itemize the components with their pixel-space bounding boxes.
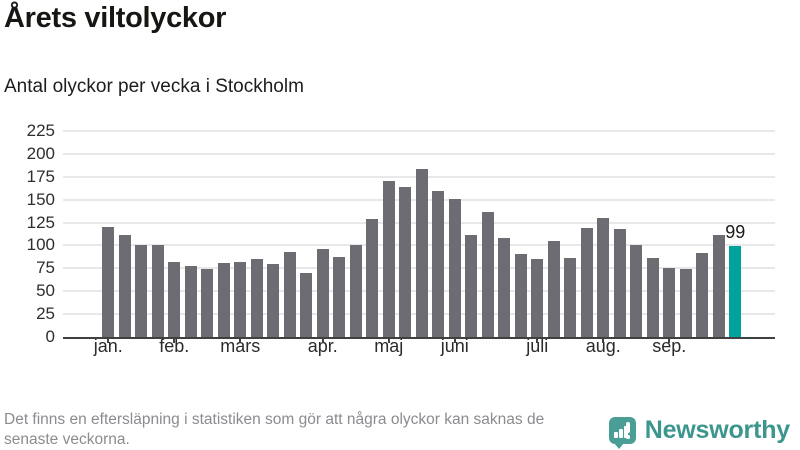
exclamation-icon xyxy=(626,421,630,433)
x-axis-tick xyxy=(602,337,605,343)
bar-chart-icon xyxy=(624,425,628,438)
x-axis-tick xyxy=(668,337,671,343)
bar xyxy=(135,245,148,337)
bar xyxy=(448,198,461,337)
bar xyxy=(415,169,428,337)
x-axis-month-label: sep. xyxy=(652,336,687,356)
highlight-bar xyxy=(729,246,742,337)
bar xyxy=(432,190,445,337)
bar xyxy=(300,272,313,337)
bar xyxy=(564,258,577,337)
page-title: Årets viltolyckor xyxy=(4,2,227,34)
bar xyxy=(580,228,593,337)
bar xyxy=(481,211,494,337)
bar xyxy=(382,181,395,337)
bar xyxy=(316,249,329,337)
bar xyxy=(333,257,346,337)
x-axis-month-label: maj xyxy=(374,336,404,356)
page-subtitle: Antal olyckor per vecka i Stockholm xyxy=(4,76,304,97)
plot-area: 99 xyxy=(63,130,775,343)
bar xyxy=(712,235,725,337)
x-axis-month-label: jan. xyxy=(93,336,123,356)
x-axis-tick xyxy=(321,337,324,343)
bar xyxy=(168,261,181,337)
bar xyxy=(646,258,659,337)
y-axis-label: 100 xyxy=(26,235,55,255)
bar xyxy=(234,261,247,337)
y-axis-label: 0 xyxy=(45,327,55,346)
bar xyxy=(399,186,412,337)
bar xyxy=(630,245,643,337)
bar xyxy=(514,253,527,337)
gridline xyxy=(63,130,775,132)
gridline xyxy=(63,152,775,155)
y-axis-label: 75 xyxy=(36,258,55,278)
y-axis-label: 225 xyxy=(26,121,55,140)
x-axis-month-label: aug. xyxy=(585,336,621,356)
bar xyxy=(498,238,511,337)
y-axis-label: 50 xyxy=(36,281,55,301)
bar xyxy=(597,217,610,337)
footer-note: Det finns en eftersläpning i statistiken… xyxy=(4,410,544,450)
bar xyxy=(613,228,626,337)
bar-value-label: 99 xyxy=(725,222,746,243)
bar-chart: 99 0 25 50 75 100 125 150 175 200 225 jan. feb. mars… xyxy=(0,120,800,400)
x-axis-tick xyxy=(453,337,456,343)
bar xyxy=(217,262,230,337)
y-axis-label: 25 xyxy=(36,304,55,324)
bar xyxy=(118,235,131,337)
brand-name: Newsworthy xyxy=(644,415,790,444)
bar xyxy=(184,265,197,337)
x-axis-tick xyxy=(107,337,110,343)
footer-note-line1: Det finns en eftersläpning i statistiken… xyxy=(4,411,545,428)
bar xyxy=(663,268,676,337)
bar xyxy=(679,269,692,337)
x-axis-month-label: juli xyxy=(526,336,549,356)
bar xyxy=(151,245,164,337)
footer-note-line2: senaste veckorna. xyxy=(4,431,130,449)
bar xyxy=(696,252,709,337)
bar xyxy=(531,259,544,337)
bar xyxy=(250,259,263,337)
newsworthy-logo-icon xyxy=(608,416,636,449)
x-axis-month-label: juni xyxy=(440,336,469,356)
y-axis-label: 125 xyxy=(26,212,55,232)
exclamation-icon xyxy=(626,435,630,439)
x-axis-line xyxy=(63,336,775,339)
x-axis-tick xyxy=(387,337,390,343)
speech-bubble-tail-icon xyxy=(613,442,624,449)
bar-chart-icon xyxy=(619,428,623,438)
x-axis-tick xyxy=(536,337,539,343)
x-axis-month-label: feb. xyxy=(159,336,190,356)
y-axis-label: 150 xyxy=(26,189,55,209)
bar xyxy=(366,218,379,337)
bar xyxy=(465,235,478,337)
newsworthy-logo: Newsworthy xyxy=(608,414,790,449)
x-axis-tick xyxy=(239,337,242,343)
bar xyxy=(102,227,115,337)
y-axis-label: 200 xyxy=(26,143,55,163)
x-axis-month-label: apr. xyxy=(307,336,338,356)
x-axis-tick xyxy=(173,337,176,343)
bar xyxy=(547,240,560,337)
x-axis-month-label: mars xyxy=(220,336,261,356)
bar xyxy=(349,244,362,337)
bar xyxy=(201,269,214,337)
bar xyxy=(267,263,280,337)
y-axis-label: 175 xyxy=(26,166,55,186)
bar-chart-icon xyxy=(614,431,618,438)
bar xyxy=(283,251,296,337)
